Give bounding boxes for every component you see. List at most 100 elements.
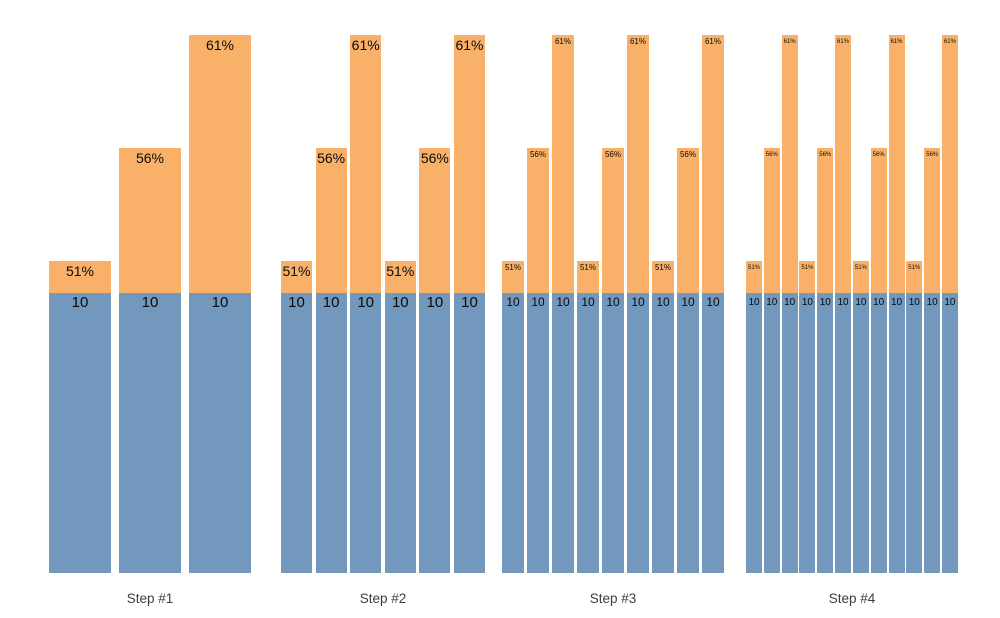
bar-top-label: 56% bbox=[679, 150, 696, 159]
bar-top-label: 61% bbox=[205, 37, 235, 53]
bar-base-segment: 10 bbox=[49, 293, 111, 573]
bar-base-segment: 10 bbox=[315, 293, 347, 573]
bar-base-label: 10 bbox=[461, 294, 478, 311]
bar-top-label: 61% bbox=[783, 39, 796, 45]
bar-base-label: 10 bbox=[581, 295, 595, 309]
bar-base-label: 10 bbox=[141, 294, 159, 311]
bar-top-label: 56% bbox=[135, 150, 165, 166]
bar-base-segment: 10 bbox=[888, 293, 905, 573]
bar-group-step-4: 51% 10 56% 10 61% 10 51% 10 56% 10 61% 10 51% 10 56% 10… bbox=[746, 35, 958, 573]
bar-base-label: 10 bbox=[391, 294, 409, 311]
bar-top-segment: 61% bbox=[941, 35, 958, 293]
bar-top-segment: 51% bbox=[281, 260, 312, 293]
bar-top-label: 61% bbox=[943, 39, 956, 45]
bar-base-label: 10 bbox=[211, 294, 229, 311]
bar-top-segment: 51% bbox=[384, 260, 416, 293]
bar-base-label: 10 bbox=[288, 294, 305, 311]
bar-top-label: 56% bbox=[872, 152, 885, 158]
bar: 56% 10 bbox=[677, 148, 699, 573]
bar-top-segment: 61% bbox=[453, 35, 485, 293]
bar-base-label: 10 bbox=[837, 297, 849, 308]
bar-top-label: 56% bbox=[604, 150, 621, 159]
bar-top-label: 56% bbox=[317, 150, 346, 166]
bar-top-segment: 51% bbox=[799, 260, 816, 293]
bar-top-label: 61% bbox=[704, 37, 721, 46]
bar-base-segment: 10 bbox=[577, 293, 599, 573]
bar-base-segment: 10 bbox=[924, 293, 941, 573]
bar-top-segment: 56% bbox=[419, 148, 451, 293]
bar-top-label: 51% bbox=[282, 262, 311, 279]
bar-base-segment: 10 bbox=[852, 293, 869, 573]
bar: 61% 10 bbox=[189, 35, 251, 573]
bar-top-segment: 56% bbox=[527, 148, 549, 293]
bar-base-segment: 10 bbox=[746, 293, 762, 573]
bar: 56% 10 bbox=[924, 148, 941, 573]
bar-base-segment: 10 bbox=[799, 293, 816, 573]
x-axis-group-label: Step #3 bbox=[589, 591, 637, 606]
bar-top-label: 56% bbox=[420, 150, 449, 166]
bar-base-label: 10 bbox=[606, 295, 620, 309]
bar-top-segment: 61% bbox=[781, 35, 798, 293]
bar-top-segment: 56% bbox=[817, 148, 834, 293]
bar-top-segment: 61% bbox=[552, 35, 574, 293]
bar-top-label: 61% bbox=[455, 37, 484, 53]
bar-top-label: 61% bbox=[629, 37, 646, 46]
bar-base-segment: 10 bbox=[652, 293, 674, 573]
bar-top-label: 61% bbox=[890, 39, 903, 45]
bar: 56% 10 bbox=[602, 148, 624, 573]
bar: 61% 10 bbox=[702, 35, 724, 573]
bar: 56% 10 bbox=[315, 148, 347, 573]
bar-base-segment: 10 bbox=[781, 293, 798, 573]
bar-base-segment: 10 bbox=[419, 293, 451, 573]
bar-base-segment: 10 bbox=[941, 293, 958, 573]
bar-base-segment: 10 bbox=[453, 293, 485, 573]
bar-base-label: 10 bbox=[748, 297, 760, 308]
bar-base-label: 10 bbox=[873, 297, 885, 308]
bar-base-segment: 10 bbox=[350, 293, 382, 573]
bar-base-label: 10 bbox=[944, 297, 956, 308]
bar: 61% 10 bbox=[552, 35, 574, 573]
bar-top-segment: 56% bbox=[602, 148, 624, 293]
bar-base-segment: 10 bbox=[602, 293, 624, 573]
bar-base-segment: 10 bbox=[817, 293, 834, 573]
bar-top-label: 51% bbox=[908, 264, 921, 271]
bar-base-segment: 10 bbox=[527, 293, 549, 573]
bar-top-segment: 56% bbox=[763, 148, 780, 293]
bar-top-segment: 51% bbox=[852, 260, 869, 293]
x-axis-group-label: Step #1 bbox=[126, 591, 174, 606]
bar-top-label: 51% bbox=[504, 262, 521, 272]
bar-base-segment: 10 bbox=[627, 293, 649, 573]
bar: 61% 10 bbox=[835, 35, 852, 573]
bar-group-step-1: 51% 10 56% 10 61% 10 bbox=[49, 35, 251, 573]
bar-base-segment: 10 bbox=[870, 293, 887, 573]
bar-top-label: 56% bbox=[926, 152, 939, 158]
x-axis-group-label: Step #2 bbox=[359, 591, 407, 606]
bar-base-label: 10 bbox=[855, 297, 867, 308]
bar: 51% 10 bbox=[49, 260, 111, 573]
bar: 51% 10 bbox=[652, 260, 674, 573]
bar-base-label: 10 bbox=[531, 295, 545, 309]
bar: 51% 10 bbox=[502, 260, 524, 573]
bar-base-label: 10 bbox=[801, 297, 813, 308]
bar: 56% 10 bbox=[419, 148, 451, 573]
bar-top-label: 51% bbox=[747, 264, 760, 271]
bar-top-label: 61% bbox=[554, 37, 571, 46]
bar-base-label: 10 bbox=[71, 294, 89, 311]
bar-base-label: 10 bbox=[784, 297, 796, 308]
bar: 51% 10 bbox=[746, 260, 762, 573]
bar: 51% 10 bbox=[852, 260, 869, 573]
bar: 51% 10 bbox=[906, 260, 923, 573]
bar: 56% 10 bbox=[870, 148, 887, 573]
bar-base-label: 10 bbox=[890, 297, 903, 308]
bar-top-label: 56% bbox=[819, 152, 832, 158]
bar-top-label: 51% bbox=[579, 262, 596, 272]
bar-base-segment: 10 bbox=[189, 293, 251, 573]
bar: 51% 10 bbox=[281, 260, 312, 573]
bar-top-label: 51% bbox=[854, 264, 867, 271]
bar-top-segment: 51% bbox=[746, 260, 762, 293]
bar: 56% 10 bbox=[119, 148, 181, 573]
bar-top-segment: 56% bbox=[870, 148, 887, 293]
bar-base-label: 10 bbox=[556, 295, 570, 309]
bar-top-label: 56% bbox=[765, 152, 778, 158]
